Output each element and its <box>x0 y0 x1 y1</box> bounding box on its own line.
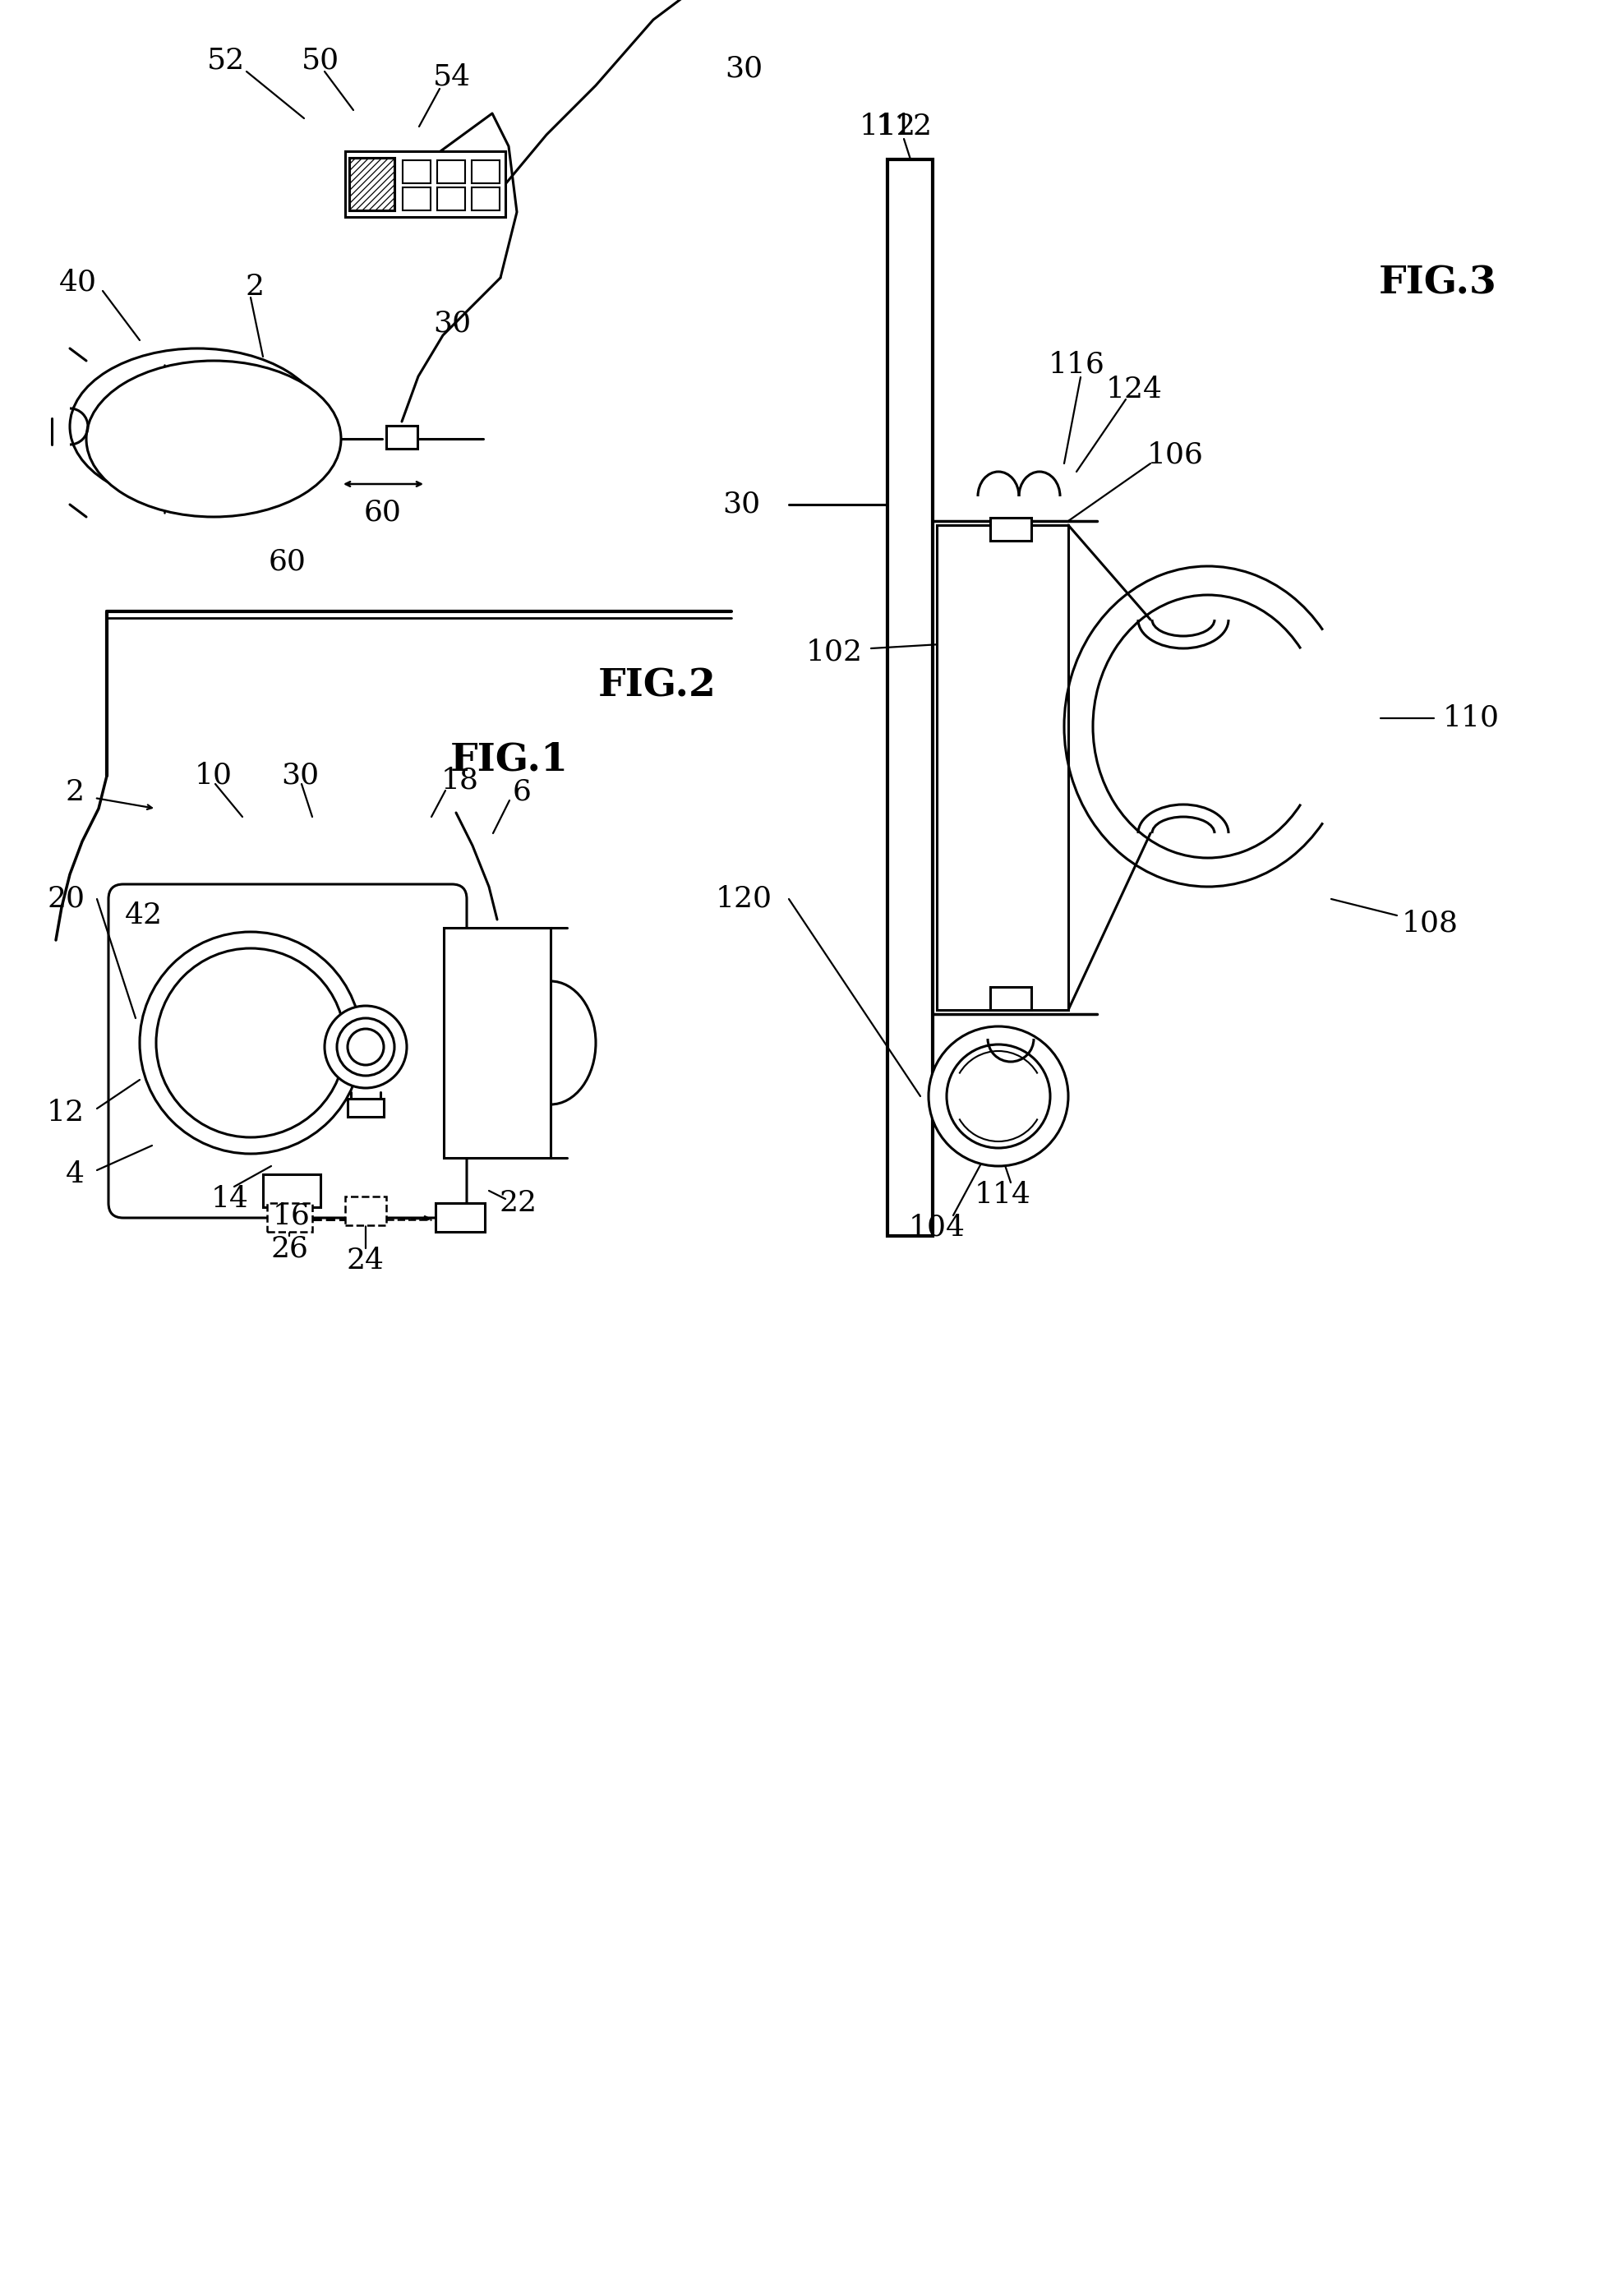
Ellipse shape <box>86 360 341 517</box>
Bar <box>990 987 1031 1010</box>
Text: 30: 30 <box>725 55 762 83</box>
Text: 30: 30 <box>722 491 760 519</box>
Text: 12: 12 <box>47 1100 84 1127</box>
Text: 20: 20 <box>47 884 84 914</box>
Bar <box>443 928 550 1157</box>
Text: 112: 112 <box>875 113 932 140</box>
Text: 30: 30 <box>434 310 471 338</box>
Bar <box>403 188 430 211</box>
Bar <box>990 517 1031 542</box>
Text: 108: 108 <box>1401 909 1458 937</box>
Text: 60: 60 <box>269 549 306 576</box>
Bar <box>387 425 417 448</box>
Text: 120: 120 <box>715 884 772 914</box>
Bar <box>437 161 464 184</box>
Bar <box>403 161 430 184</box>
Text: FIG.3: FIG.3 <box>1379 264 1497 301</box>
Bar <box>888 158 932 1235</box>
Text: 102: 102 <box>806 638 862 666</box>
Bar <box>349 158 395 211</box>
Text: 106: 106 <box>1147 441 1204 468</box>
Text: 116: 116 <box>1048 351 1105 379</box>
Text: FIG.1: FIG.1 <box>450 739 568 778</box>
Text: 124: 124 <box>1105 377 1162 404</box>
Text: 4: 4 <box>66 1159 84 1189</box>
Text: 10: 10 <box>194 762 233 790</box>
Bar <box>345 152 505 216</box>
Text: 112: 112 <box>859 113 916 140</box>
Text: 60: 60 <box>364 498 401 526</box>
Bar <box>267 1203 312 1233</box>
Text: 14: 14 <box>212 1185 249 1212</box>
Ellipse shape <box>139 932 361 1155</box>
Bar <box>435 1203 485 1233</box>
Bar <box>472 188 500 211</box>
Bar <box>937 526 1068 1010</box>
Text: 114: 114 <box>974 1180 1031 1208</box>
Text: 22: 22 <box>498 1189 537 1217</box>
Text: 6: 6 <box>513 778 531 806</box>
Text: 54: 54 <box>434 64 471 92</box>
Bar <box>264 1173 320 1208</box>
Text: 2: 2 <box>246 273 264 301</box>
Bar <box>349 158 395 211</box>
Text: 52: 52 <box>207 46 244 76</box>
Text: 110: 110 <box>1443 705 1500 732</box>
Bar <box>348 1100 383 1116</box>
Text: 26: 26 <box>270 1235 307 1263</box>
Text: 50: 50 <box>301 46 340 76</box>
Bar <box>345 1196 387 1226</box>
Bar <box>437 188 464 211</box>
Text: 18: 18 <box>442 767 479 794</box>
Text: 24: 24 <box>346 1247 385 1274</box>
Ellipse shape <box>325 1006 406 1088</box>
Text: FIG.2: FIG.2 <box>599 666 717 705</box>
Text: 2: 2 <box>66 778 84 806</box>
Text: 30: 30 <box>282 762 319 790</box>
Bar <box>472 161 500 184</box>
FancyBboxPatch shape <box>108 884 466 1217</box>
Text: 40: 40 <box>60 269 97 296</box>
Text: 104: 104 <box>908 1215 964 1242</box>
Text: 16: 16 <box>273 1201 311 1228</box>
Text: 42: 42 <box>125 902 163 930</box>
Ellipse shape <box>929 1026 1068 1166</box>
